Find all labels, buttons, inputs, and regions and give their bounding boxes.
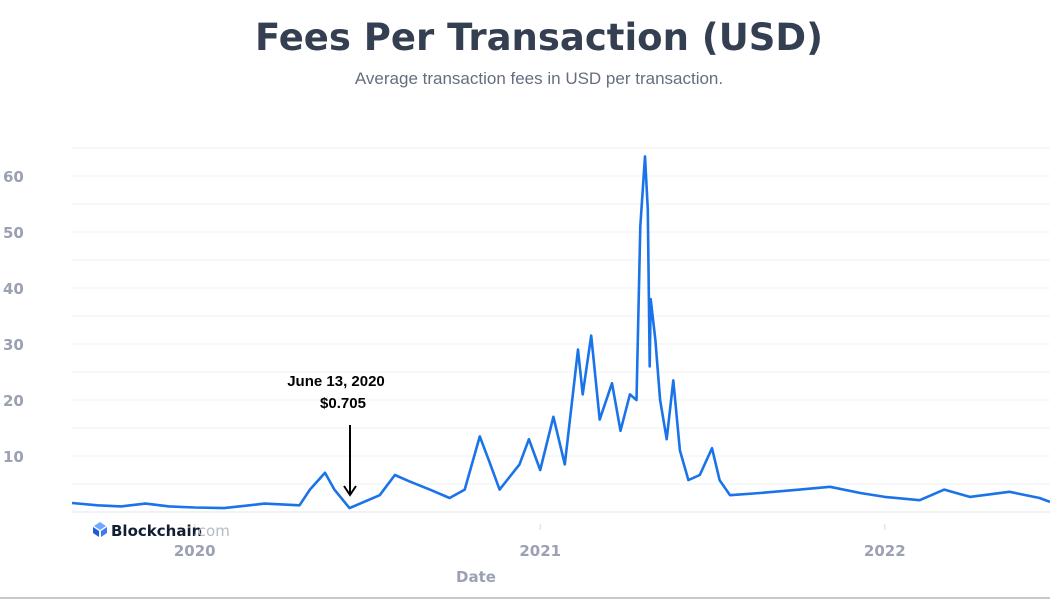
y-tick-label: 20 [3, 392, 24, 410]
series-line [71, 155, 1050, 510]
y-tick-label: 30 [3, 336, 24, 354]
chart-title: Fees Per Transaction (USD) [254, 16, 824, 59]
logo-brand: Blockchain [111, 522, 202, 540]
x-axis-ticks: 2020 2021 2022 [174, 524, 906, 560]
x-tick-label: 2020 [174, 542, 216, 560]
annotation-arrow [343, 425, 357, 497]
y-tick-label: 40 [3, 280, 24, 298]
blockchain-logo-icon [93, 522, 107, 537]
x-tick-label: 2022 [864, 542, 906, 560]
annotation-value: $0.705 [320, 395, 366, 412]
y-tick-label: 60 [3, 168, 24, 186]
y-tick-label: 50 [3, 224, 24, 242]
bottom-divider [0, 597, 1050, 599]
blockchain-logo: Blockchain .com [93, 522, 230, 540]
y-tick-label: 10 [3, 448, 24, 466]
chart-subtitle: Average transaction fees in USD per tran… [354, 69, 724, 88]
x-axis-label: Date [456, 568, 496, 586]
gridlines [72, 147, 1050, 513]
x-tick-label: 2021 [519, 542, 561, 560]
logo-suffix: .com [193, 522, 230, 540]
annotation-date: June 13, 2020 [287, 373, 385, 390]
y-axis-ticks: 10 20 30 40 50 60 [3, 168, 24, 466]
